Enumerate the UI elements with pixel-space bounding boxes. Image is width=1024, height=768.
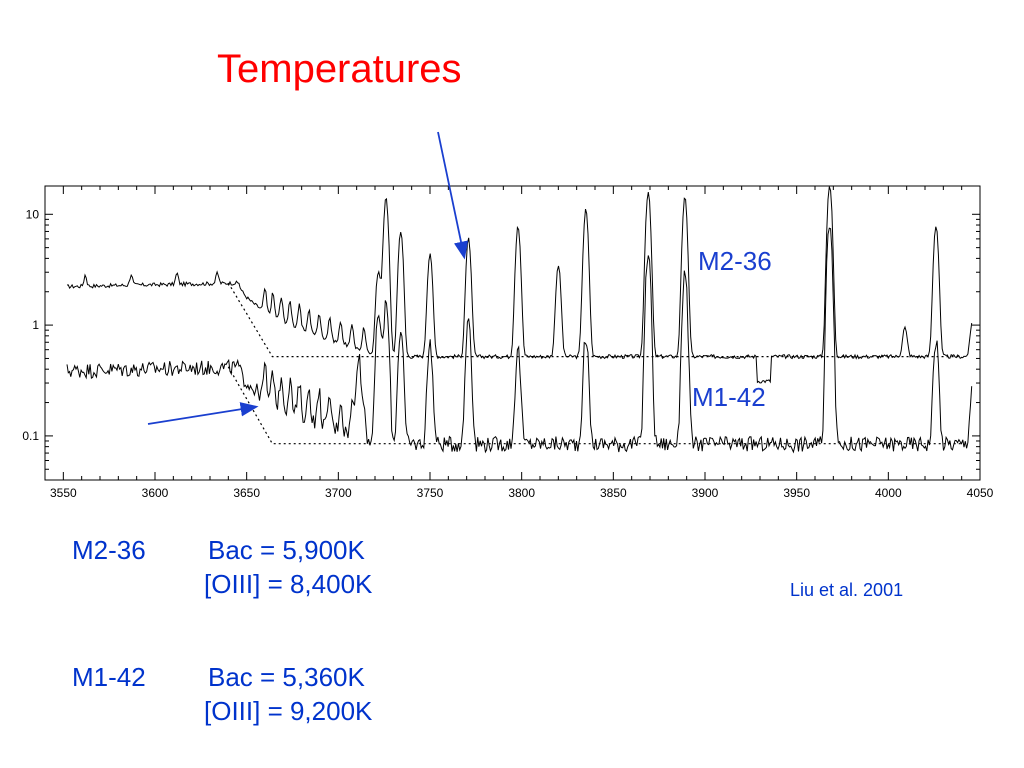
y-tick-label: 1 [32,318,39,332]
axis-layer: 3550 3600 3650 3700 3750 3800 3850 3900 3950 4000… [22,185,994,500]
result-oiii-temp: [OIII] = 8,400K [204,569,373,599]
x-tick-label: 4000 [875,486,902,500]
result-object-name: M2-36 [72,535,146,565]
fit-line-m1-42 [227,366,962,445]
x-tick-label: 3600 [142,486,169,500]
x-tick-label: 3700 [325,486,352,500]
slide-title: Temperatures [217,47,462,91]
x-tick-label: 3750 [417,486,444,500]
series-line-m2-36 [66,186,973,384]
annotation-layer [147,131,469,425]
result-oiii-temp: [OIII] = 9,200K [204,696,373,726]
x-tick-label: 3850 [600,486,627,500]
result-bac-temp: Bac = 5,900K [208,535,365,565]
series-line-m1-42 [66,227,973,454]
y-tick-label: 0.1 [22,429,39,443]
result-object-name: M1-42 [72,662,146,692]
x-tick-label: 3800 [508,486,535,500]
result-bac-temp: Bac = 5,360K [208,662,365,692]
citation: Liu et al. 2001 [790,580,904,600]
result-line-bac: M2-36 Bac = 5,900K [72,533,372,567]
x-tick-label: 4050 [967,486,994,500]
y-tick-label: 10 [26,207,40,221]
fit-line-m2-36 [227,282,962,358]
series-layer: M2-36 M1-42 [66,186,973,454]
result-m2-36: M2-36 Bac = 5,900K [OIII] = 8,400K [72,533,372,601]
x-tick-label: 3550 [50,486,77,500]
x-tick-label: 3650 [233,486,260,500]
x-tick-label: 3950 [783,486,810,500]
plot-frame [44,185,981,481]
result-m1-42: M1-42 Bac = 5,360K [OIII] = 9,200K [72,660,372,728]
series-label-m1-42: M1-42 [692,382,766,412]
result-line-bac: M1-42 Bac = 5,360K [72,660,372,694]
series-label-m2-36: M2-36 [698,246,772,276]
x-tick-label: 3900 [692,486,719,500]
arrow-to-balmer-jump [147,402,259,425]
arrow-to-oiii-line [437,131,469,260]
